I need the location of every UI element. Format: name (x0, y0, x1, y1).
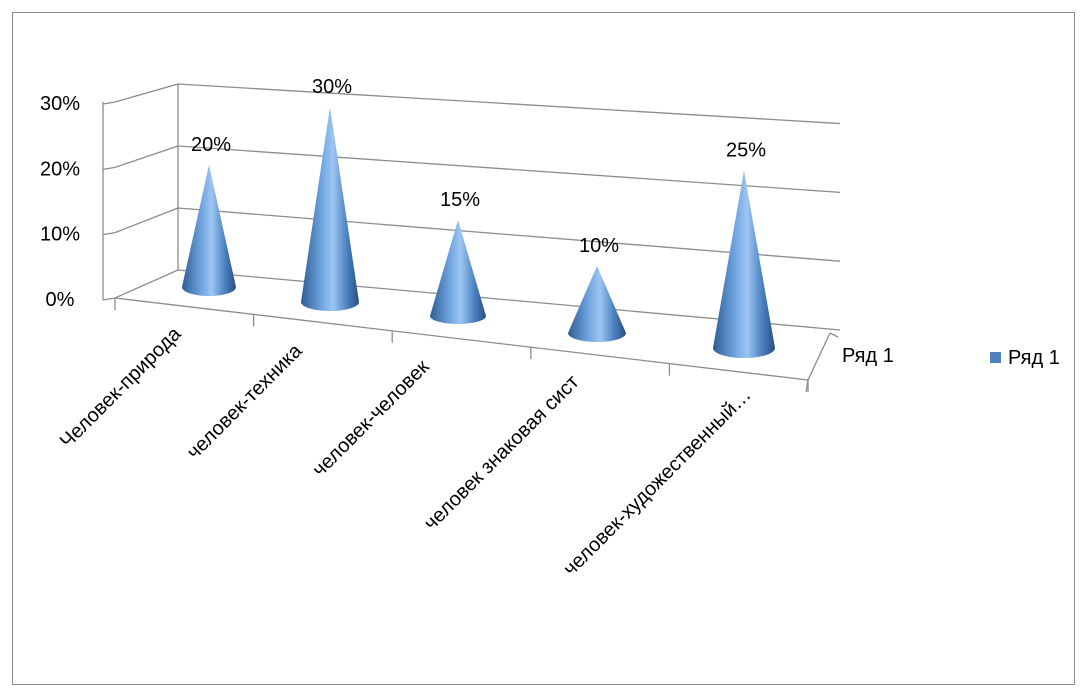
x-tick-label: человек-техника (183, 339, 307, 463)
data-labels: 20% 30% 15% 10% 25% (191, 76, 766, 257)
back-gridline (177, 83, 841, 125)
cone-body (430, 220, 486, 324)
legend-swatch (990, 352, 1001, 363)
cone-1 (182, 165, 236, 296)
data-label: 25% (726, 140, 766, 162)
y-tick (102, 232, 116, 236)
side-gridline (114, 145, 179, 168)
legend: Ряд 1 (990, 347, 1060, 369)
floor-right-edge (807, 332, 831, 381)
y-tick (102, 101, 116, 105)
cone-2 (301, 107, 359, 311)
y-axis-tick-labels: 0% 10% 20% 30% (40, 93, 80, 311)
depth-tick (829, 332, 839, 338)
y-tick-label: 30% (40, 93, 80, 115)
y-tick-label: 0% (46, 289, 75, 311)
x-tick-label: Человек-природа (56, 322, 186, 452)
back-gridline (177, 145, 841, 194)
cone-body (713, 170, 775, 358)
cones (182, 107, 775, 358)
cone-body (182, 165, 236, 296)
data-label: 20% (191, 134, 231, 156)
depth-axis-label: Ряд 1 (842, 345, 894, 367)
legend-label: Ряд 1 (1008, 347, 1060, 369)
side-gridline (114, 207, 179, 234)
data-label: 10% (579, 235, 619, 257)
x-tick-label: человек-художественный… (559, 384, 755, 580)
back-gridline (177, 207, 841, 262)
cone-body (301, 107, 359, 311)
x-tick-label: человек знаковая сист (420, 371, 584, 535)
side-gridline (114, 269, 179, 299)
cone-3 (430, 220, 486, 324)
data-label: 30% (312, 76, 352, 98)
cone-5 (713, 170, 775, 358)
y-tick (102, 166, 116, 170)
y-tick-label: 20% (40, 158, 80, 180)
x-tick-label: человек-человек (308, 356, 433, 481)
side-gridline (114, 83, 179, 103)
y-tick (102, 297, 116, 301)
cone-4 (568, 266, 626, 342)
y-tick-label: 10% (40, 224, 80, 246)
cone-body (568, 266, 626, 342)
x-axis-line (114, 297, 809, 381)
data-label: 15% (440, 189, 480, 211)
x-axis: Ряд 1 (114, 297, 894, 393)
